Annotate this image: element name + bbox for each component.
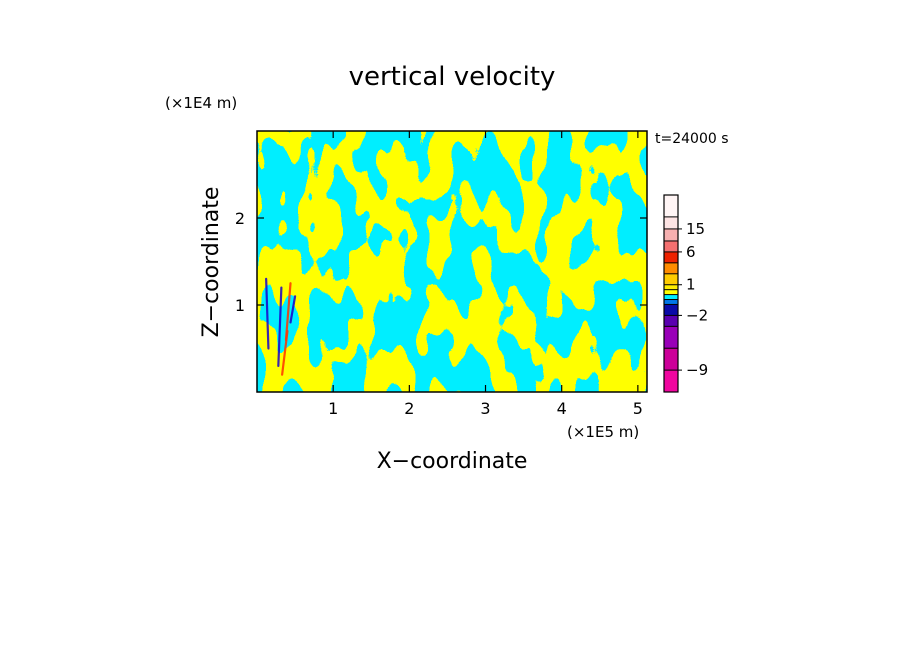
x-tick-label: 4: [557, 399, 567, 418]
colorbar-swatch: [664, 284, 678, 290]
x-axis-label: X−coordinate: [377, 449, 528, 474]
y-axis-label: Z−coordinate: [199, 187, 224, 338]
colorbar-frame: [663, 194, 679, 393]
strong-velocity-cell: [289, 295, 297, 324]
colorbar-tick-label: 1: [686, 276, 696, 294]
colorbar-swatch: [664, 299, 678, 305]
x-tick-label: 2: [404, 399, 414, 418]
colorbar-swatch: [664, 348, 678, 371]
x-tick-label: 1: [328, 399, 338, 418]
colorbar-swatch: [664, 326, 678, 349]
time-label: t=24000 s: [655, 131, 729, 147]
y-tick-label: 2: [235, 209, 245, 228]
colorbar-swatch: [664, 304, 678, 316]
colorbar-tick-label: 15: [686, 220, 705, 238]
colorbar-tick-label: −2: [686, 306, 708, 324]
colorbar-tick-label: 6: [686, 243, 696, 261]
colorbar-swatch: [664, 289, 678, 295]
strong-velocity-cell: [281, 330, 289, 376]
colorbar-swatch: [664, 251, 678, 263]
velocity-field: [257, 131, 647, 392]
chart-title: vertical velocity: [349, 62, 556, 92]
y-unit-label: (×1E4 m): [165, 94, 237, 112]
colorbar: 15 6 1 −2 −9: [663, 194, 708, 393]
x-unit-label: (×1E5 m): [567, 423, 639, 441]
plot-area: [257, 131, 647, 392]
y-tick-label: 1: [235, 296, 245, 315]
colorbar-swatch: [664, 370, 678, 392]
colorbar-swatch: [664, 294, 678, 300]
colorbar-swatch: [664, 273, 678, 285]
colorbar-swatch: [664, 228, 678, 241]
colorbar-tick-label: −9: [686, 361, 708, 379]
colorbar-swatch: [664, 240, 678, 252]
strong-velocity-cell: [277, 286, 283, 367]
colorbar-swatch: [664, 262, 678, 274]
colorbar-swatch: [664, 195, 678, 217]
x-tick-label: 3: [480, 399, 490, 418]
colorbar-swatch: [664, 315, 678, 327]
colorbar-swatch: [664, 216, 678, 229]
plot-frame: [256, 130, 648, 393]
strong-velocity-cell: [265, 277, 270, 350]
x-tick-label: 5: [633, 399, 643, 418]
